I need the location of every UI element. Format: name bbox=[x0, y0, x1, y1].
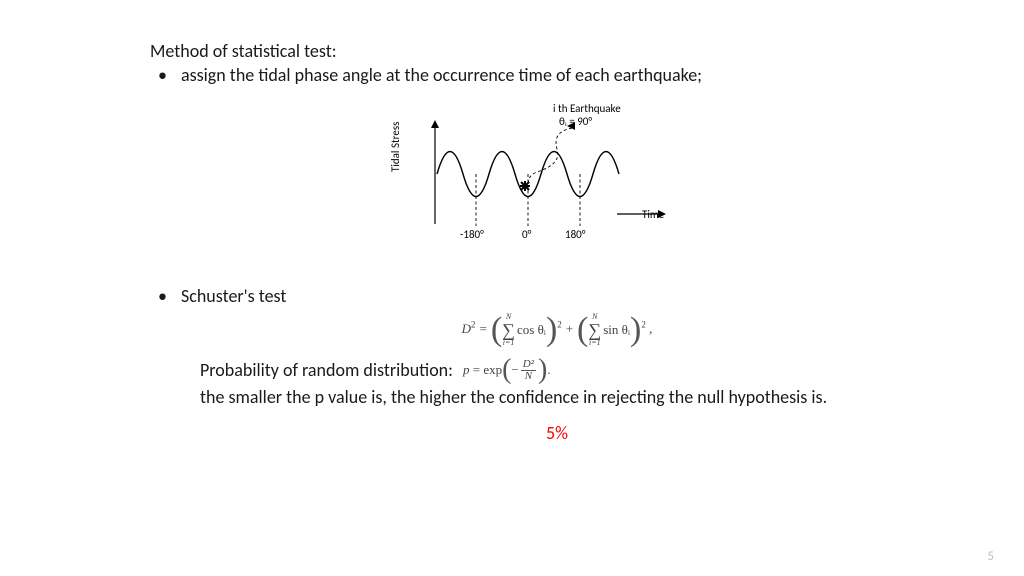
y-axis-label: Tidal Stress bbox=[389, 122, 402, 172]
probability-line: Probability of random distribution: p = … bbox=[200, 355, 964, 385]
threshold-value: 5% bbox=[150, 422, 964, 444]
bullet-marker: • bbox=[158, 64, 167, 86]
tick-0: 0° bbox=[522, 228, 531, 241]
wave-svg bbox=[417, 114, 697, 244]
bullet-2: • Schuster's test bbox=[158, 285, 964, 307]
d-squared-formula: D2 = ( N ∑ i=1 cos θᵢ ) 2 + ( N ∑ i=1 bbox=[150, 313, 964, 347]
page-number: 5 bbox=[987, 549, 994, 564]
bullet-marker-2: • bbox=[158, 285, 167, 307]
slide-heading: Method of statistical test: bbox=[150, 40, 964, 62]
bullet-1-text: assign the tidal phase angle at the occu… bbox=[181, 64, 702, 86]
x-axis-label: Time bbox=[642, 208, 664, 221]
tidal-wave-diagram: Tidal Stress i th Earthquake θᵢ = 90° -1… bbox=[397, 100, 717, 255]
conclusion-text: the smaller the p value is, the higher t… bbox=[200, 386, 964, 408]
bullet-2-text: Schuster's test bbox=[181, 285, 286, 307]
p-formula: p = exp ( − D² N ) . bbox=[463, 355, 551, 385]
prob-label: Probability of random distribution: bbox=[200, 359, 453, 381]
tick-neg180: -180° bbox=[460, 228, 484, 241]
bullet-1: • assign the tidal phase angle at the oc… bbox=[158, 64, 964, 86]
tick-180: 180° bbox=[565, 228, 585, 241]
